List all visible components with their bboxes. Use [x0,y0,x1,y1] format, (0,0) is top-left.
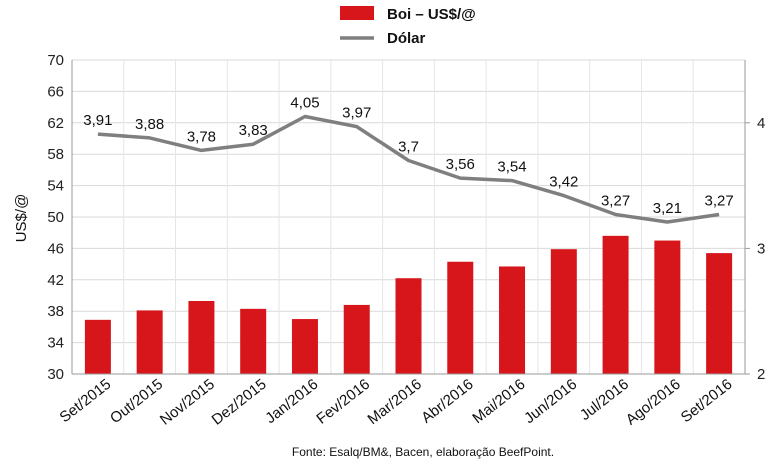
dolar-line [97,114,720,224]
y2-tick-label: 2 [757,366,765,383]
y-tick-label: 54 [47,178,64,195]
data-label: 3,27 [601,192,630,209]
x-tick-label: Abr/2016 [418,376,476,427]
y-tick-label: 58 [47,146,64,163]
bar-series [84,235,733,374]
bar [291,319,318,374]
data-label: 3,78 [187,128,216,145]
data-label: 3,42 [549,174,578,191]
data-label: 3,27 [705,192,734,209]
y2-tick-label: 3 [757,240,765,257]
y-tick-label: 66 [47,83,64,100]
x-tick-label: Fev/2016 [313,376,373,428]
y-tick-label: 62 [47,115,64,132]
bar [84,319,111,374]
bar [499,266,526,374]
data-label: 3,56 [446,156,475,173]
y2-tick-label: 4 [757,115,765,132]
x-tick-label: Set/2015 [57,376,115,426]
bar [654,240,681,374]
x-tick-label: Mai/2016 [469,376,528,427]
bar [188,300,215,374]
data-label: 3,91 [83,112,112,129]
y-tick-label: 70 [47,52,64,69]
y-tick-label: 46 [47,240,64,257]
legend: Boi – US$/@ Dólar [340,6,476,47]
x-tick-label: Dez/2015 [209,376,270,429]
right-axis-ticks: 2 3 4 [745,115,765,383]
bar [136,310,163,374]
x-tick-label: Jun/2016 [521,376,580,427]
bar [240,308,267,374]
data-label: 3,88 [135,116,164,133]
x-tick-label: Ago/2016 [623,376,684,429]
left-axis-ticks: 30 34 38 42 46 50 54 58 62 66 70 [47,52,64,383]
data-label: 4,05 [290,95,319,112]
line-series: 3,91 3,88 3,78 3,83 4,05 3,97 3,7 3,56 3,54 3,42 3… [83,95,734,224]
x-tick-label: Jan/2016 [262,376,321,427]
data-label: 3,54 [497,159,526,176]
bar [602,235,629,374]
x-tick-label: Mar/2016 [365,376,425,428]
legend-label-boi: Boi – US$/@ [387,6,476,23]
bar [395,278,422,374]
legend-swatch-boi [340,6,374,20]
x-tick-label: Set/2016 [678,376,736,426]
bar [706,253,733,374]
x-tick-label: Nov/2015 [157,376,218,429]
y-tick-label: 38 [47,303,64,320]
legend-label-dolar: Dólar [387,30,426,47]
x-tick-label: Out/2015 [107,376,166,427]
y-tick-label: 34 [47,335,64,352]
y-tick-label: 30 [47,366,64,383]
bar [550,249,577,374]
data-label: 3,97 [342,105,371,122]
category-labels: Set/2015Out/2015Nov/2015Dez/2015Jan/2016… [57,376,736,429]
data-label: 3,21 [653,200,682,217]
data-label: 3,83 [239,122,268,139]
y-axis-title: US$/@ [13,194,30,243]
bar [343,304,370,374]
axes [71,60,746,375]
source-note: Fonte: Esalq/BM&, Bacen, elaboração Beef… [292,445,554,459]
y-tick-label: 50 [47,209,64,226]
data-label: 3,7 [398,138,419,155]
bar [447,261,474,374]
y-tick-label: 42 [47,272,64,289]
